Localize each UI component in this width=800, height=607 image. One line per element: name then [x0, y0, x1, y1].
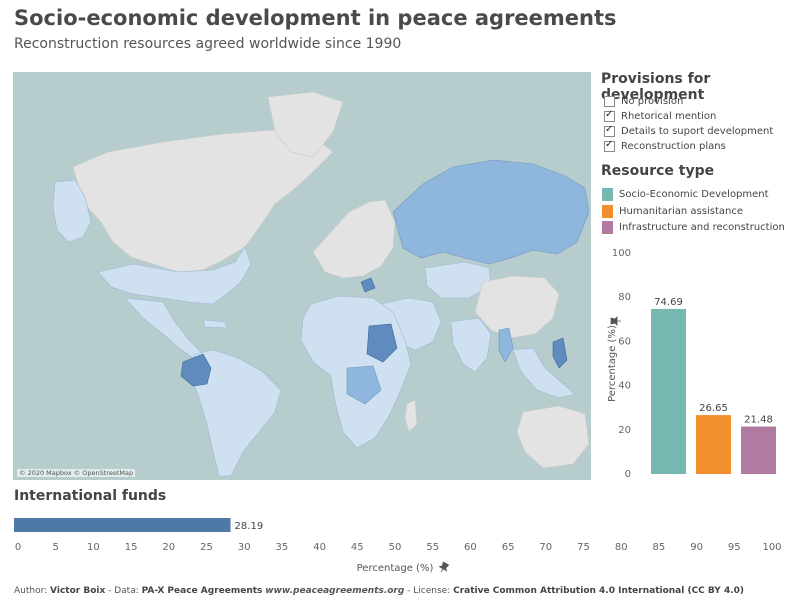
international-funds-chart: 28.19 0 5 10 15 20 25 30 35 40 45 50 55 60 65 70 75 80 85 9…: [14, 518, 782, 575]
x-tick-label: 70: [539, 542, 552, 553]
x-tick-label: 100: [762, 542, 781, 553]
footer-data-prefix: - Data:: [105, 586, 142, 596]
world-map-canvas[interactable]: [13, 72, 591, 480]
bar-data-label: 28.19: [235, 521, 264, 532]
filter-no-provision[interactable]: No provision: [604, 94, 683, 108]
international-funds-title: International funds: [14, 488, 167, 504]
x-tick-label: 25: [200, 542, 213, 553]
resource-type-title: Resource type: [601, 163, 715, 179]
x-tick-label: 40: [313, 542, 326, 553]
filter-label: Details to suport development: [621, 125, 774, 137]
checkbox-no-provision[interactable]: [604, 95, 615, 107]
checkbox-rhetorical-mention[interactable]: [604, 109, 615, 122]
filter-label: Rhetorical mention: [621, 110, 717, 122]
legend-swatch: [602, 187, 613, 201]
map-region-australia[interactable]: [516, 405, 590, 469]
international-funds-bar[interactable]: [14, 518, 231, 532]
y-tick-label: 60: [618, 336, 631, 347]
x-tick-label: 15: [125, 542, 138, 553]
provisions-title: Provisions for development: [601, 71, 711, 103]
filter-label: Reconstruction plans: [621, 140, 726, 152]
filter-label: No provision: [621, 95, 684, 107]
footer: Author: Victor Boix - Data: PA-X Peace A…: [14, 586, 744, 596]
bar-2[interactable]: [696, 415, 731, 474]
map-region-madagascar[interactable]: [404, 399, 418, 433]
checkbox-details-development[interactable]: [604, 124, 615, 137]
legend-item-infrastructure[interactable]: Infrastructure and reconstruction: [602, 220, 785, 234]
bar-data-label: 21.48: [744, 415, 773, 426]
x-tick-label: 50: [389, 542, 402, 553]
x-tick-label: 80: [615, 542, 628, 553]
map-region-central-africa[interactable]: [346, 365, 382, 405]
map-region-colombia[interactable]: [180, 353, 212, 387]
map-region-north-america[interactable]: [72, 129, 334, 273]
filter-details-development[interactable]: Details to suport development: [604, 124, 773, 138]
bar-data-label: 26.65: [699, 403, 728, 414]
x-tick-label: 95: [728, 542, 741, 553]
map-region-south-asia[interactable]: [450, 317, 492, 373]
x-tick-label: 20: [162, 542, 175, 553]
y-tick-label: 80: [618, 292, 631, 303]
x-tick-label: 30: [238, 542, 251, 553]
world-map[interactable]: © 2020 Mapbox © OpenStreetMap: [13, 72, 591, 480]
map-region-russia[interactable]: [392, 159, 590, 265]
y-tick-label: 20: [618, 425, 631, 436]
map-region-sudan[interactable]: [366, 323, 398, 363]
map-region-south-america[interactable]: [190, 349, 282, 477]
legend-label: Humanitarian assistance: [619, 205, 743, 217]
x-tick-label: 75: [577, 542, 590, 553]
bar-data-label: 74.69: [654, 297, 683, 308]
map-region-philippines[interactable]: [552, 337, 568, 369]
x-tick-label: 60: [464, 542, 477, 553]
map-credit[interactable]: © 2020 Mapbox © OpenStreetMap: [17, 469, 136, 477]
y-axis-label: Percentage (%): [607, 325, 618, 402]
legend-swatch: [602, 220, 613, 234]
footer-license: Crative Common Attribution 4.0 Internati…: [453, 586, 744, 596]
map-region-greenland[interactable]: [267, 91, 344, 158]
footer-author: Victor Boix: [50, 586, 106, 596]
x-tick-label: 10: [87, 542, 100, 553]
legend-label: Socio-Economic Development: [619, 188, 769, 200]
map-region-balkans[interactable]: [360, 277, 376, 293]
footer-license-prefix: - License:: [404, 586, 454, 596]
bar-1[interactable]: [651, 308, 686, 474]
x-tick-label: 5: [53, 542, 59, 553]
filter-rhetorical-mention[interactable]: Rhetorical mention: [604, 109, 716, 123]
x-tick-label: 55: [426, 542, 439, 553]
map-region-central-america[interactable]: [124, 297, 202, 359]
bar-3[interactable]: [741, 426, 776, 474]
footer-data-source: PA-X Peace Agreements: [141, 586, 263, 596]
resource-bar-chart: 0 20 40 60 80 100 Percentage (%) 74.69 26.65 21.4…: [607, 248, 776, 480]
footer-data-url[interactable]: www.peaceagreements.org: [265, 586, 405, 596]
pin-icon[interactable]: [610, 316, 621, 326]
map-region-caribbean[interactable]: [202, 319, 228, 329]
x-tick-label: 35: [276, 542, 289, 553]
map-region-myanmar[interactable]: [498, 327, 514, 363]
legend-item-humanitarian[interactable]: Humanitarian assistance: [602, 204, 743, 218]
map-region-alaska[interactable]: [52, 179, 92, 243]
y-tick-label: 100: [612, 248, 631, 259]
y-tick-label: 40: [618, 381, 631, 392]
x-axis-label: Percentage (%): [357, 563, 434, 574]
page-title: Socio-economic development in peace agre…: [14, 6, 617, 30]
legend-item-socio-economic[interactable]: Socio-Economic Development: [602, 187, 769, 201]
map-region-central-asia[interactable]: [424, 261, 492, 299]
pin-icon[interactable]: [438, 561, 450, 575]
x-tick-label: 0: [15, 542, 21, 553]
x-tick-label: 45: [351, 542, 364, 553]
filter-reconstruction-plans[interactable]: Reconstruction plans: [604, 139, 726, 153]
x-tick-label: 85: [653, 542, 666, 553]
legend-swatch: [602, 204, 613, 218]
y-tick-label: 0: [625, 469, 631, 480]
legend-label: Infrastructure and reconstruction: [619, 221, 785, 233]
checkbox-reconstruction-plans[interactable]: [604, 139, 615, 152]
x-tick-label: 90: [690, 542, 703, 553]
map-region-europe[interactable]: [312, 199, 396, 279]
map-region-usa[interactable]: [97, 246, 252, 305]
page-subtitle: Reconstruction resources agreed worldwid…: [14, 36, 402, 52]
x-tick-label: 65: [502, 542, 515, 553]
map-region-china[interactable]: [474, 275, 560, 339]
footer-author-prefix: Author:: [14, 586, 51, 596]
map-region-southeast-asia[interactable]: [512, 347, 576, 399]
